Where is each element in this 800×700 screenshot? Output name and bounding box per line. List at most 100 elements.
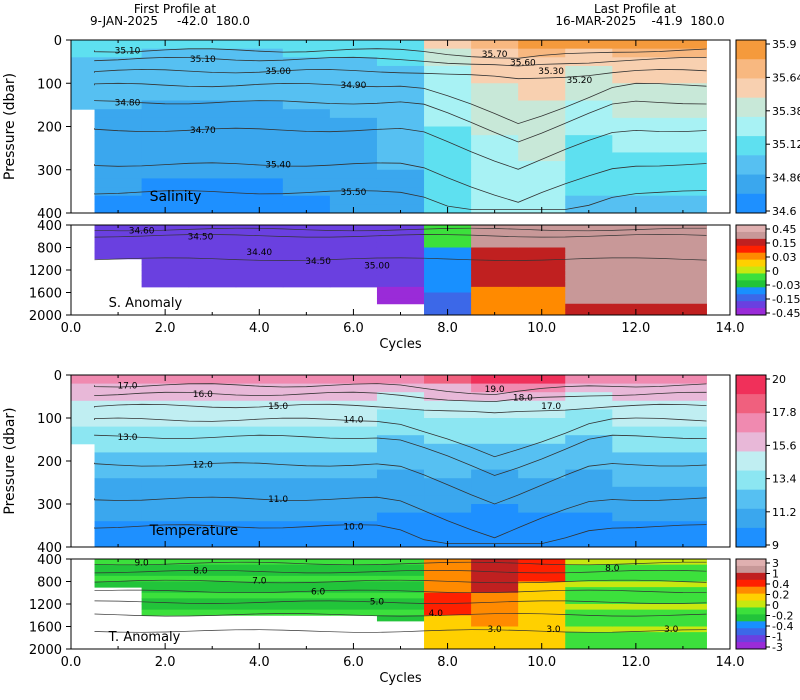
salinity-cell — [565, 204, 613, 214]
salinity-cell — [471, 100, 519, 110]
salinity-cell — [376, 178, 425, 188]
temperature-cell — [188, 529, 237, 539]
temperature-anomaly-cell — [471, 609, 519, 616]
temperature-cell — [376, 504, 425, 514]
salinity-contour — [94, 190, 707, 210]
temperature-cell — [659, 375, 707, 385]
salinity-anomaly-cell — [424, 247, 472, 254]
temperature-cell — [565, 443, 613, 453]
salinity-cell — [565, 161, 613, 171]
salinity-anomaly-cell — [565, 286, 613, 293]
salinity-cell — [141, 109, 190, 119]
temperature-cell — [565, 461, 613, 471]
temperature-panel: 17.0 16.0 15.0 14.0 13.0 12.0 11.0 10.0 19.0 18.0… — [2, 369, 797, 556]
temperature-anomaly-colorbar-frame — [735, 558, 767, 650]
salinity-cell — [424, 195, 472, 205]
temperature-anomaly-cell — [282, 609, 331, 616]
salinity-anomaly-cell — [471, 247, 519, 254]
salinity-cell — [94, 117, 143, 127]
salinity-anomaly-cell — [471, 241, 519, 248]
temperature-cell — [612, 495, 660, 505]
temperature-cell — [565, 521, 613, 531]
temperature-cell — [188, 486, 237, 496]
salinity-anomaly-cell — [188, 275, 237, 282]
temperature-cell — [471, 461, 519, 471]
salinity-anomaly-cell — [612, 264, 660, 271]
salinity-cell — [94, 57, 143, 67]
salinity-colorbar-tick-label: 35.64 — [772, 71, 800, 84]
salinity-cell — [71, 48, 96, 58]
salinity-cell — [71, 40, 96, 50]
temperature-ytick-label: 300 — [37, 498, 62, 513]
temperature-anomaly-cell — [424, 615, 472, 622]
temperature-cell — [94, 512, 143, 522]
salinity-cell — [376, 91, 425, 102]
temperature-cell — [71, 426, 96, 436]
salinity-anomaly-cell — [94, 247, 143, 254]
salinity-cell — [235, 143, 284, 153]
salinity-cell — [329, 74, 378, 84]
salinity-cell — [376, 57, 425, 67]
salinity-cell — [141, 161, 190, 171]
temperature-anomaly-cell — [282, 587, 331, 594]
temperature-contour — [94, 524, 707, 544]
salinity-cell — [282, 178, 331, 188]
salinity-anomaly-xlabel: Cycles — [379, 337, 422, 352]
salinity-anomaly-cell — [329, 258, 378, 265]
salinity-anomaly-cell — [424, 292, 472, 299]
salinity-cell — [235, 48, 284, 58]
temperature-anomaly-cell — [188, 575, 237, 582]
salinity-colorbar-swatch — [736, 78, 766, 99]
salinity-cell — [518, 48, 566, 58]
temperature-cell — [518, 495, 566, 505]
salinity-cell — [376, 204, 425, 214]
salinity-anomaly-cell — [612, 275, 660, 282]
temperature-anomaly-cell — [612, 632, 660, 639]
temperature-cell — [282, 435, 331, 445]
temperature-cell — [471, 529, 519, 539]
temperature-contour — [94, 383, 707, 396]
temperature-cell — [235, 461, 284, 471]
salinity-anomaly-cell — [235, 275, 284, 282]
temperature-cell — [94, 521, 143, 531]
temperature-cell — [141, 452, 190, 462]
salinity-contour-label: 34.80 — [115, 98, 141, 108]
salinity-anomaly-cell — [141, 275, 190, 282]
temperature-anomaly-contour-label: 3.0 — [664, 625, 679, 635]
salinity-cell — [329, 195, 378, 205]
temperature-cell — [518, 400, 566, 410]
temperature-anomaly-contour-label: 4.0 — [429, 609, 444, 619]
temperature-cell — [282, 469, 331, 479]
salinity-ytick-label: 0 — [54, 34, 62, 49]
temperature-anomaly-cell — [424, 620, 472, 627]
temperature-cell — [659, 452, 707, 462]
temperature-cell — [376, 538, 425, 548]
temperature-anomaly-cell — [141, 609, 190, 616]
temperature-anomaly-cell — [659, 620, 707, 627]
temperature-cell — [471, 504, 519, 514]
salinity-anomaly-cell — [188, 264, 237, 271]
salinity-anomaly-ytick-label: 400 — [37, 219, 62, 234]
salinity-cell — [94, 91, 143, 102]
salinity-anomaly-cell — [329, 281, 378, 288]
temperature-cell — [424, 400, 472, 410]
temperature-cell — [471, 478, 519, 488]
temperature-colorbar-swatch — [736, 432, 766, 452]
temperature-cell — [376, 392, 425, 402]
salinity-cell — [612, 143, 660, 153]
salinity-cell — [282, 161, 331, 171]
salinity-cell — [612, 195, 660, 205]
temperature-cell — [235, 418, 284, 428]
salinity-anomaly-colorbar-swatch — [736, 280, 766, 288]
salinity-anomaly-cell — [471, 281, 519, 288]
salinity-anomaly-cell — [282, 258, 331, 265]
temperature-cell — [518, 435, 566, 445]
salinity-anomaly-cell — [518, 264, 566, 271]
salinity-anomaly-cell — [188, 281, 237, 288]
temperature-cell — [424, 495, 472, 505]
temperature-anomaly-cell — [141, 570, 190, 577]
salinity-cell — [659, 169, 707, 179]
salinity-cell — [565, 195, 613, 205]
temperature-cell — [188, 469, 237, 479]
salinity-anomaly-xtick-label: 14.0 — [716, 321, 745, 336]
